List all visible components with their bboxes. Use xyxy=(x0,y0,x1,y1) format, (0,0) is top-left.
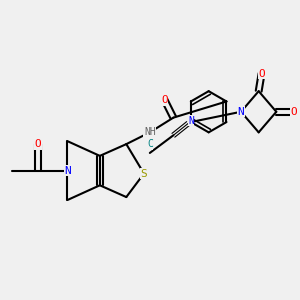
Text: O: O xyxy=(35,139,41,149)
Text: C: C xyxy=(147,139,153,149)
Text: N: N xyxy=(238,107,244,117)
Text: O: O xyxy=(258,68,265,79)
Text: O: O xyxy=(161,95,168,105)
Text: S: S xyxy=(141,169,147,178)
Text: NH: NH xyxy=(144,128,156,137)
Text: O: O xyxy=(291,107,297,117)
Text: N: N xyxy=(64,166,71,176)
Text: N: N xyxy=(188,116,194,126)
